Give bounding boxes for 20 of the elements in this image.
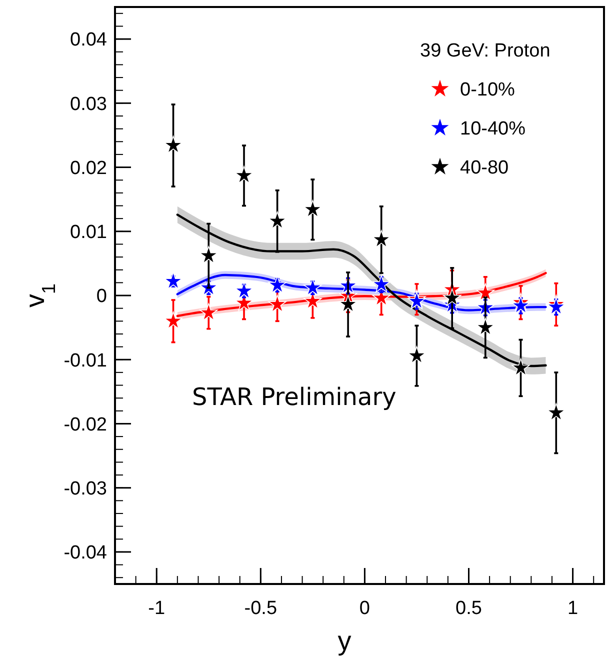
x-tick-label: 1 [568,598,578,619]
x-tick-label: -1 [148,598,166,619]
legend-label: 10-40% [460,118,526,140]
y-tick-label: -0.02 [64,414,107,436]
legend-title: 39 GeV: Proton [420,40,550,62]
y-tick-label: 0.01 [70,222,107,244]
x-axis-title: y [338,626,352,656]
x-tick-label: -0.5 [244,598,278,619]
legend-label: 0-10% [460,80,516,101]
y-tick-label: 0.02 [70,158,107,179]
y-tick-label: 0.03 [70,94,107,115]
x-tick-label: 0.5 [456,598,482,619]
y-tick-label: 0 [96,286,107,308]
y-tick-label: -0.04 [64,542,108,564]
y-tick-label: -0.01 [64,350,107,372]
legend-label: 40-80 [460,158,509,179]
y-tick-label: -0.03 [64,478,107,500]
y-tick-label: 0.04 [70,30,108,51]
annotation: STAR Preliminary [192,383,396,411]
x-tick-label: 0 [359,598,370,619]
